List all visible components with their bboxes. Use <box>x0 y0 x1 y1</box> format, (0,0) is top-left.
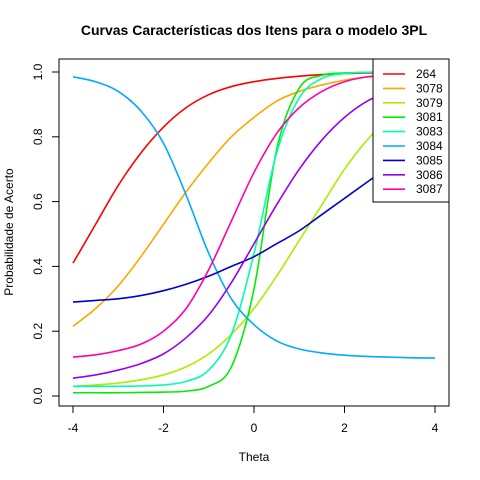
legend-box <box>372 58 450 203</box>
legend-label-3087: 3087 <box>416 182 443 196</box>
legend-label-3083: 3083 <box>416 125 443 139</box>
y-tick-label: 0.4 <box>31 258 45 275</box>
x-tick-label: -2 <box>158 421 169 435</box>
series-line-3084 <box>72 76 436 359</box>
legend-label-3085: 3085 <box>416 153 443 167</box>
legend-label-3084: 3084 <box>416 139 443 153</box>
y-axis: 0.0 0.2 0.4 0.6 0.8 1.0 <box>31 63 60 404</box>
y-tick-label: 0.0 <box>31 387 45 404</box>
x-tick-label: 2 <box>341 421 348 435</box>
legend-label-3078: 3078 <box>416 81 443 95</box>
x-axis-label: Theta <box>239 450 270 464</box>
y-axis-label: Probabilidade de Acerto <box>2 168 16 296</box>
x-tick-label: -4 <box>68 421 79 435</box>
y-tick-label: 0.2 <box>31 323 45 340</box>
series-line-3083 <box>73 71 435 388</box>
x-axis: -4 -2 0 2 4 <box>68 405 439 435</box>
legend-label-3079: 3079 <box>416 96 443 110</box>
legend-label-264: 264 <box>416 67 436 81</box>
y-tick-label: 1.0 <box>31 63 45 80</box>
legend-label-3081: 3081 <box>416 110 443 124</box>
x-tick-label: 0 <box>251 421 258 435</box>
chart-title: Curvas Características dos Itens para o … <box>81 22 428 38</box>
x-tick-label: 4 <box>432 421 439 435</box>
y-tick-label: 0.6 <box>31 193 45 210</box>
legend-label-3086: 3086 <box>416 168 443 182</box>
y-tick-label: 0.8 <box>31 128 45 145</box>
